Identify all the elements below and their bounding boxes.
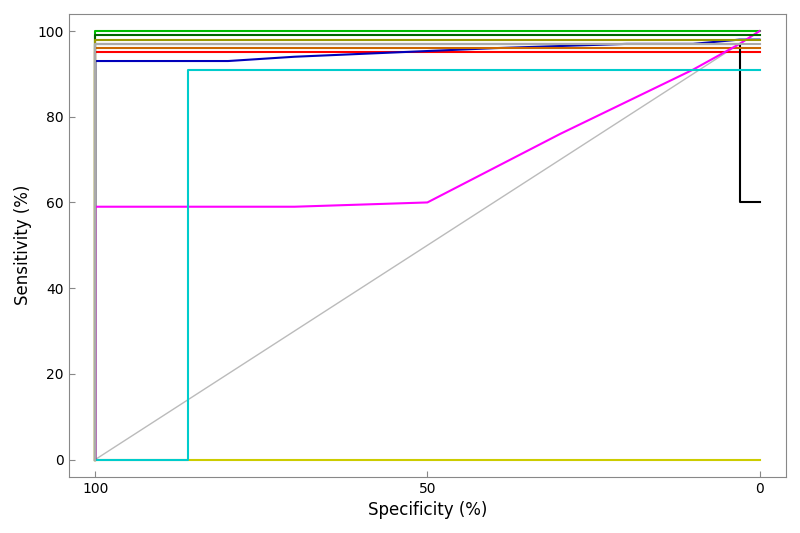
X-axis label: Specificity (%): Specificity (%) bbox=[368, 501, 487, 519]
Y-axis label: Sensitivity (%): Sensitivity (%) bbox=[14, 185, 32, 305]
